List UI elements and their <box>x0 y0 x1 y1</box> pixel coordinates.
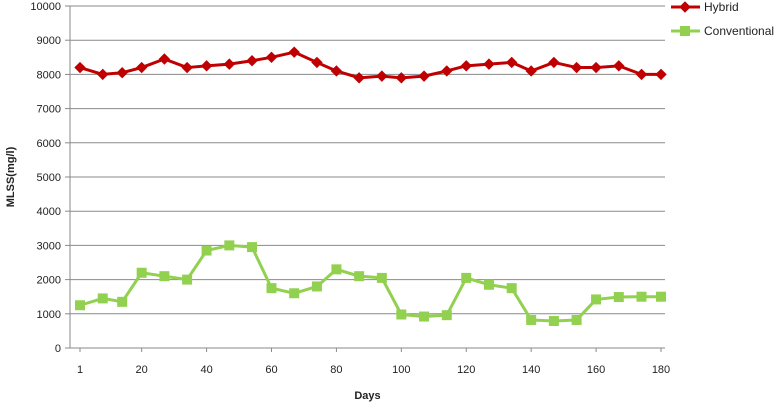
data-point-conventional <box>224 240 235 251</box>
data-point-conventional <box>483 279 494 290</box>
data-point-conventional <box>548 315 559 326</box>
data-point-hybrid <box>655 68 667 81</box>
legend-label: Conventional <box>704 24 774 38</box>
data-point-conventional <box>571 314 582 325</box>
data-point-conventional <box>591 294 602 305</box>
y-tick-label: 10000 <box>30 1 61 13</box>
data-point-hybrid <box>590 61 602 74</box>
data-point-conventional <box>354 271 365 282</box>
data-point-hybrid <box>330 65 343 77</box>
data-point-hybrid <box>525 65 537 77</box>
y-tick-label: 8000 <box>37 69 61 81</box>
y-tick-label: 9000 <box>37 35 61 47</box>
data-point-hybrid <box>116 66 128 79</box>
data-point-conventional <box>396 309 407 320</box>
x-tick-label: 180 <box>652 364 670 376</box>
data-point-hybrid <box>548 56 560 69</box>
data-point-hybrid <box>135 61 148 74</box>
data-point-hybrid <box>246 55 258 67</box>
x-tick-label: 100 <box>392 364 410 376</box>
series-conventional <box>75 240 666 326</box>
legend: Hybrid Conventional <box>671 0 774 38</box>
data-point-hybrid <box>265 51 278 64</box>
data-point-hybrid <box>353 72 365 84</box>
data-point-conventional <box>636 291 647 302</box>
y-tick-label: 1000 <box>37 309 61 321</box>
y-tick-label: 2000 <box>37 275 61 287</box>
x-tick-label: 1 <box>77 364 83 376</box>
y-axis-title: MLSS(mg/l) <box>5 146 17 207</box>
legend-label: Hybrid <box>704 0 739 14</box>
x-tick-label: 40 <box>200 364 212 376</box>
data-point-hybrid <box>570 61 583 74</box>
series-line-hybrid <box>79 50 661 80</box>
y-tick-label: 3000 <box>37 240 61 252</box>
data-point-conventional <box>461 272 472 283</box>
y-tick-label: 0 <box>55 343 61 355</box>
data-point-hybrid <box>311 56 323 69</box>
data-point-hybrid <box>505 56 518 69</box>
legend-swatch-marker <box>680 26 690 36</box>
data-point-conventional <box>266 283 277 294</box>
y-tick-label: 5000 <box>37 172 61 184</box>
legend-item-hybrid: Hybrid <box>671 0 739 14</box>
data-point-hybrid <box>613 60 625 72</box>
data-point-conventional <box>613 292 624 303</box>
data-point-hybrid <box>460 60 472 72</box>
data-point-hybrid <box>223 58 236 70</box>
x-tick-label: 160 <box>587 364 605 376</box>
data-point-conventional <box>201 245 212 256</box>
legend-item-conventional: Conventional <box>671 24 774 38</box>
data-point-hybrid <box>74 61 86 74</box>
series-line-conventional <box>79 243 661 323</box>
data-point-conventional <box>441 310 452 321</box>
axes <box>65 5 665 352</box>
data-point-conventional <box>526 314 537 325</box>
y-tick-label: 4000 <box>37 206 61 218</box>
data-point-conventional <box>331 264 342 275</box>
data-point-conventional <box>136 267 147 278</box>
data-point-conventional <box>506 283 517 294</box>
data-point-hybrid <box>181 61 193 74</box>
data-point-hybrid <box>395 72 408 84</box>
data-point-conventional <box>117 296 128 307</box>
data-point-conventional <box>289 288 300 299</box>
data-point-hybrid <box>376 70 388 82</box>
data-point-hybrid <box>418 70 430 82</box>
data-point-conventional <box>376 272 387 283</box>
data-point-hybrid <box>288 46 300 58</box>
data-point-conventional <box>159 271 170 282</box>
data-point-conventional <box>419 311 430 322</box>
y-tick-label: 7000 <box>37 104 61 116</box>
gridlines <box>70 5 665 349</box>
data-point-hybrid <box>483 58 495 70</box>
x-tick-label: 140 <box>522 364 540 376</box>
data-point-conventional <box>656 291 666 302</box>
tick-labels: 0 1000 2000 3000 4000 5000 6000 7000 8000 9000 100… <box>30 1 670 376</box>
data-point-hybrid <box>97 68 109 81</box>
x-tick-label: 80 <box>330 364 342 376</box>
y-tick-label: 6000 <box>37 138 61 150</box>
data-point-conventional <box>311 281 322 292</box>
series-group <box>74 46 667 326</box>
data-point-hybrid <box>200 60 213 72</box>
legend-swatch-marker <box>679 1 691 13</box>
x-tick-label: 60 <box>265 364 277 376</box>
data-point-conventional <box>247 242 258 253</box>
data-point-conventional <box>182 274 193 285</box>
data-point-hybrid <box>158 53 171 65</box>
data-point-conventional <box>75 300 85 311</box>
data-point-conventional <box>97 293 108 304</box>
data-point-hybrid <box>441 65 453 77</box>
series-hybrid <box>74 46 667 84</box>
x-axis-title: Days <box>354 390 380 402</box>
data-point-hybrid <box>635 68 648 81</box>
x-tick-label: 120 <box>457 364 475 376</box>
x-tick-label: 20 <box>136 364 148 376</box>
